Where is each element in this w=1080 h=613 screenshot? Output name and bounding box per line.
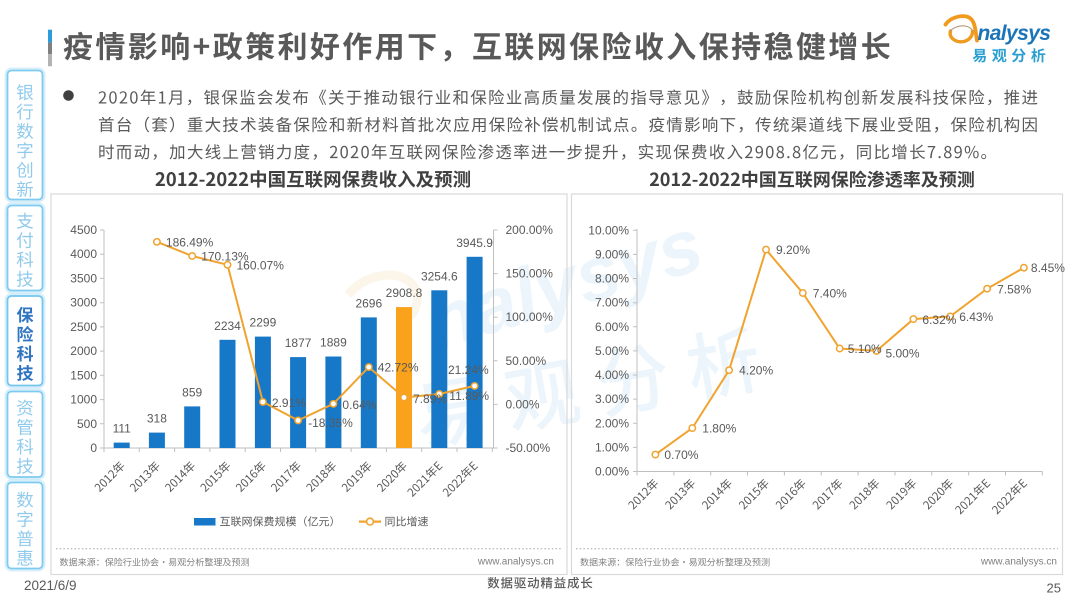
svg-text:1500: 1500	[70, 368, 97, 382]
svg-text:2000: 2000	[70, 344, 97, 358]
svg-text:2.00%: 2.00%	[595, 416, 629, 430]
svg-text:500: 500	[77, 417, 97, 431]
svg-text:25: 25	[1047, 581, 1061, 596]
svg-text:6.00%: 6.00%	[595, 320, 629, 334]
svg-text:0.70%: 0.70%	[664, 448, 698, 462]
svg-text:1.80%: 1.80%	[702, 422, 736, 436]
svg-text:www.analysys.cn: www.analysys.cn	[980, 557, 1057, 568]
svg-text:2500: 2500	[70, 320, 97, 334]
svg-text:150.00%: 150.00%	[506, 267, 554, 281]
svg-text:0: 0	[90, 441, 97, 455]
svg-text:100.00%: 100.00%	[506, 310, 554, 324]
svg-text:7.00%: 7.00%	[595, 296, 629, 310]
svg-text:859: 859	[182, 385, 202, 399]
svg-text:3000: 3000	[70, 296, 97, 310]
svg-text:1.00%: 1.00%	[595, 440, 629, 454]
svg-text:186.49%: 186.49%	[166, 235, 214, 249]
svg-text:7.58%: 7.58%	[997, 283, 1031, 297]
svg-text:2021/6/9: 2021/6/9	[24, 578, 77, 593]
svg-text:1877: 1877	[285, 336, 312, 350]
svg-text:nalysys: nalysys	[978, 22, 1051, 45]
svg-text:5.10%: 5.10%	[848, 342, 882, 356]
svg-text:11.89%: 11.89%	[449, 389, 489, 403]
svg-text:2.91%: 2.91%	[272, 396, 306, 410]
svg-text:1889: 1889	[320, 336, 347, 350]
svg-text:160.07%: 160.07%	[237, 258, 285, 272]
svg-text:50.00%: 50.00%	[506, 354, 547, 368]
svg-text:8.00%: 8.00%	[595, 272, 629, 286]
svg-text:21.24%: 21.24%	[448, 363, 489, 377]
svg-text:3945.9: 3945.9	[456, 236, 493, 250]
svg-text:3.00%: 3.00%	[595, 392, 629, 406]
svg-text:200.00%: 200.00%	[506, 223, 554, 237]
svg-text:-50.00%: -50.00%	[506, 441, 551, 455]
svg-text:3500: 3500	[70, 271, 97, 285]
svg-text:4500: 4500	[70, 223, 97, 237]
svg-text:8.45%: 8.45%	[1031, 261, 1065, 275]
svg-text:42.72%: 42.72%	[378, 361, 419, 375]
svg-text:0.00%: 0.00%	[595, 465, 629, 479]
svg-text:9.00%: 9.00%	[595, 247, 629, 261]
svg-text:4.00%: 4.00%	[595, 368, 629, 382]
svg-text:4000: 4000	[70, 247, 97, 261]
svg-text:www.analysys.cn: www.analysys.cn	[477, 557, 554, 568]
svg-text:-18.35%: -18.35%	[308, 416, 353, 430]
svg-text:0.64%: 0.64%	[342, 398, 376, 412]
svg-text:6.32%: 6.32%	[922, 313, 956, 327]
svg-text:nalysys: nalysys	[417, 201, 712, 366]
svg-text:2234: 2234	[214, 319, 241, 333]
svg-text:2908.8: 2908.8	[386, 286, 423, 300]
svg-text:6.43%: 6.43%	[959, 310, 993, 324]
svg-text:2299: 2299	[250, 316, 277, 330]
svg-text:0.00%: 0.00%	[506, 397, 540, 411]
svg-text:318: 318	[147, 412, 167, 426]
svg-text:111: 111	[113, 422, 132, 436]
svg-text:1000: 1000	[70, 393, 97, 407]
svg-text:4.20%: 4.20%	[739, 364, 773, 378]
svg-text:5.00%: 5.00%	[886, 346, 920, 360]
svg-text:7.89%: 7.89%	[413, 392, 447, 406]
svg-text:7.40%: 7.40%	[813, 287, 847, 301]
svg-text:10.00%: 10.00%	[588, 223, 629, 237]
svg-text:170.13%: 170.13%	[201, 250, 249, 264]
svg-text:2696: 2696	[355, 296, 382, 310]
svg-text:3254.6: 3254.6	[421, 269, 458, 283]
svg-text:9.20%: 9.20%	[776, 243, 810, 257]
svg-text:5.00%: 5.00%	[595, 344, 629, 358]
